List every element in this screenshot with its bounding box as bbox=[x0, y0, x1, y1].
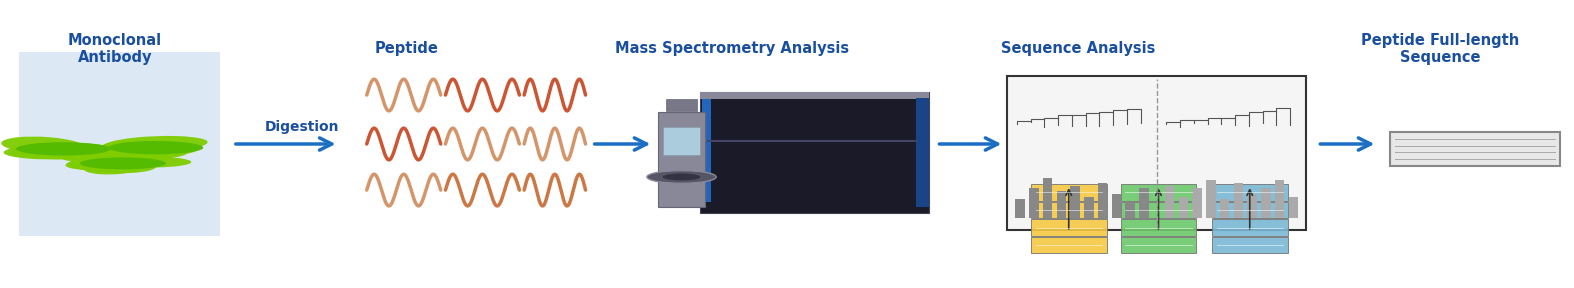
Ellipse shape bbox=[102, 141, 195, 155]
Circle shape bbox=[647, 170, 716, 183]
FancyBboxPatch shape bbox=[1212, 184, 1288, 201]
FancyBboxPatch shape bbox=[1056, 191, 1066, 218]
Ellipse shape bbox=[16, 142, 110, 156]
Ellipse shape bbox=[66, 160, 145, 171]
FancyBboxPatch shape bbox=[1121, 219, 1196, 236]
FancyBboxPatch shape bbox=[1165, 186, 1174, 218]
FancyBboxPatch shape bbox=[1042, 178, 1053, 218]
FancyBboxPatch shape bbox=[1179, 196, 1188, 218]
Ellipse shape bbox=[69, 156, 137, 172]
FancyBboxPatch shape bbox=[1097, 183, 1108, 218]
FancyBboxPatch shape bbox=[1121, 184, 1196, 201]
Text: Digestion: Digestion bbox=[264, 120, 340, 134]
FancyBboxPatch shape bbox=[663, 127, 700, 155]
FancyBboxPatch shape bbox=[1220, 199, 1229, 218]
Ellipse shape bbox=[83, 161, 145, 175]
Ellipse shape bbox=[85, 160, 151, 169]
FancyBboxPatch shape bbox=[1390, 132, 1560, 166]
Circle shape bbox=[663, 173, 700, 180]
FancyBboxPatch shape bbox=[1070, 186, 1080, 218]
FancyBboxPatch shape bbox=[1031, 219, 1107, 236]
Ellipse shape bbox=[87, 156, 157, 173]
FancyBboxPatch shape bbox=[19, 52, 220, 236]
FancyBboxPatch shape bbox=[700, 92, 929, 213]
FancyBboxPatch shape bbox=[1029, 188, 1039, 218]
FancyBboxPatch shape bbox=[1234, 183, 1243, 218]
Text: Peptide Full-length
Sequence: Peptide Full-length Sequence bbox=[1362, 33, 1519, 65]
FancyBboxPatch shape bbox=[1084, 196, 1094, 218]
Text: Monoclonal
Antibody: Monoclonal Antibody bbox=[68, 33, 162, 65]
FancyBboxPatch shape bbox=[1247, 194, 1258, 218]
Ellipse shape bbox=[58, 145, 132, 158]
Ellipse shape bbox=[66, 157, 154, 170]
FancyBboxPatch shape bbox=[1031, 202, 1107, 218]
FancyBboxPatch shape bbox=[1261, 188, 1270, 218]
Ellipse shape bbox=[9, 146, 98, 158]
Ellipse shape bbox=[109, 141, 203, 154]
FancyBboxPatch shape bbox=[1031, 184, 1107, 201]
Ellipse shape bbox=[113, 157, 192, 168]
Ellipse shape bbox=[42, 145, 118, 156]
FancyBboxPatch shape bbox=[1121, 202, 1196, 218]
Text: Mass Spectrometry Analysis: Mass Spectrometry Analysis bbox=[615, 41, 848, 56]
Ellipse shape bbox=[126, 144, 187, 158]
Ellipse shape bbox=[65, 144, 121, 157]
FancyBboxPatch shape bbox=[1275, 180, 1284, 218]
Ellipse shape bbox=[109, 143, 181, 160]
FancyBboxPatch shape bbox=[1125, 202, 1135, 218]
FancyBboxPatch shape bbox=[1031, 237, 1107, 253]
FancyBboxPatch shape bbox=[1289, 196, 1299, 218]
Ellipse shape bbox=[3, 143, 116, 160]
FancyBboxPatch shape bbox=[1111, 194, 1121, 218]
Ellipse shape bbox=[60, 148, 121, 162]
FancyBboxPatch shape bbox=[916, 98, 929, 207]
FancyBboxPatch shape bbox=[700, 92, 929, 99]
Text: Peptide: Peptide bbox=[375, 41, 438, 56]
FancyBboxPatch shape bbox=[666, 99, 697, 111]
FancyBboxPatch shape bbox=[1015, 199, 1025, 218]
Ellipse shape bbox=[123, 144, 198, 157]
Ellipse shape bbox=[2, 137, 85, 154]
FancyBboxPatch shape bbox=[1121, 237, 1196, 253]
FancyBboxPatch shape bbox=[1007, 76, 1306, 230]
FancyBboxPatch shape bbox=[658, 112, 705, 207]
Ellipse shape bbox=[87, 144, 161, 157]
Ellipse shape bbox=[105, 154, 170, 164]
Ellipse shape bbox=[104, 136, 208, 152]
Ellipse shape bbox=[87, 143, 186, 157]
FancyBboxPatch shape bbox=[1212, 237, 1288, 253]
Text: Sequence Analysis: Sequence Analysis bbox=[1001, 41, 1155, 56]
FancyBboxPatch shape bbox=[1192, 188, 1203, 218]
FancyBboxPatch shape bbox=[1206, 180, 1215, 218]
Ellipse shape bbox=[101, 141, 184, 155]
Ellipse shape bbox=[33, 143, 135, 161]
FancyBboxPatch shape bbox=[1140, 188, 1149, 218]
FancyBboxPatch shape bbox=[1212, 219, 1288, 236]
FancyBboxPatch shape bbox=[1212, 202, 1288, 218]
Ellipse shape bbox=[80, 158, 165, 169]
FancyBboxPatch shape bbox=[702, 99, 711, 202]
